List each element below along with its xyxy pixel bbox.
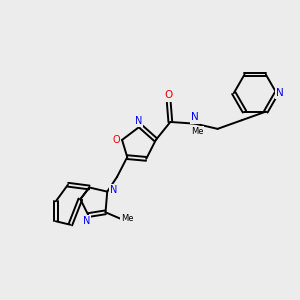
Text: N: N [276,88,284,98]
Text: Me: Me [190,127,203,136]
Text: N: N [191,112,199,122]
Text: N: N [135,116,142,126]
Text: O: O [112,135,120,145]
Text: N: N [83,216,90,226]
Text: N: N [110,185,117,195]
Text: O: O [164,90,173,100]
Text: Me: Me [121,214,134,223]
